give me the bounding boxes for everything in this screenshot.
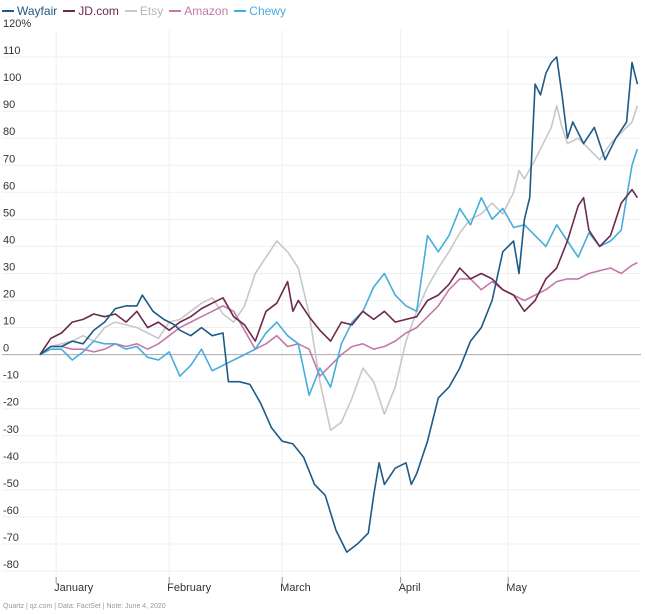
y-axis-ticks: -80 -70 -60 -50 -40 -30 -20 -10 0 10 20 30 40 50 60 70 8…	[3, 18, 31, 571]
x-axis-ticks: January February March April May	[54, 577, 527, 594]
legend-swatch-chewy	[234, 10, 247, 12]
legend-label-chewy: Chewy	[249, 4, 286, 18]
legend: Wayfair JD.com Etsy Amazon Chewy	[2, 3, 292, 19]
y-tick-label: 30	[3, 261, 15, 273]
legend-swatch-amazon	[169, 10, 182, 12]
legend-item-amazon: Amazon	[169, 4, 228, 18]
y-tick-label: -70	[3, 532, 19, 544]
y-tick-label: -30	[3, 424, 19, 436]
x-tick-label: March	[280, 582, 311, 594]
y-tick-label-top: 120%	[3, 18, 31, 30]
legend-item-chewy: Chewy	[234, 4, 286, 18]
y-tick-label: 90	[3, 99, 15, 111]
series-line-etsy	[39, 104, 639, 432]
legend-label-etsy: Etsy	[139, 4, 164, 18]
legend-swatch-etsy	[124, 10, 137, 12]
series-line-amazon	[39, 261, 638, 377]
y-tick-label: -40	[3, 451, 19, 463]
x-tick-label: April	[399, 582, 421, 594]
series-line-jdcom	[39, 188, 639, 356]
y-tick-label: 80	[3, 126, 15, 138]
legend-swatch-wayfair	[2, 10, 14, 12]
x-tick-label: January	[54, 582, 94, 594]
series-line-chewy	[39, 148, 639, 396]
y-tick-label: 0	[3, 343, 9, 355]
legend-label-amazon: Amazon	[184, 4, 229, 18]
y-tick-label: 60	[3, 180, 15, 192]
x-tick-label: February	[167, 582, 212, 594]
series-lines	[39, 56, 639, 553]
legend-swatch-jd	[63, 10, 76, 12]
y-tick-label: -50	[3, 478, 19, 490]
legend-label-wayfair: Wayfair	[17, 4, 58, 18]
y-tick-label: 70	[3, 153, 15, 165]
legend-item-etsy: Etsy	[124, 4, 164, 18]
legend-item-jd: JD.com	[63, 4, 119, 18]
y-tick-label: -10	[3, 370, 19, 382]
y-tick-label: 10	[3, 316, 15, 328]
legend-item-wayfair: Wayfair	[2, 4, 57, 18]
y-tick-label: 50	[3, 207, 15, 219]
series-line-wayfair	[39, 56, 639, 553]
legend-label-jd: JD.com	[78, 4, 119, 18]
gridlines	[2, 30, 641, 583]
y-tick-label: -20	[3, 397, 19, 409]
footer-source-note: Quartz | qz.com | Data: FactSet | Note: …	[3, 603, 166, 610]
y-tick-label: -60	[3, 505, 19, 517]
y-tick-label: 20	[3, 289, 15, 301]
x-tick-label: May	[506, 582, 527, 594]
y-tick-label: 40	[3, 234, 15, 246]
y-tick-label: 110	[3, 45, 21, 57]
y-tick-label: 100	[3, 72, 21, 84]
y-tick-label: -80	[3, 559, 19, 571]
